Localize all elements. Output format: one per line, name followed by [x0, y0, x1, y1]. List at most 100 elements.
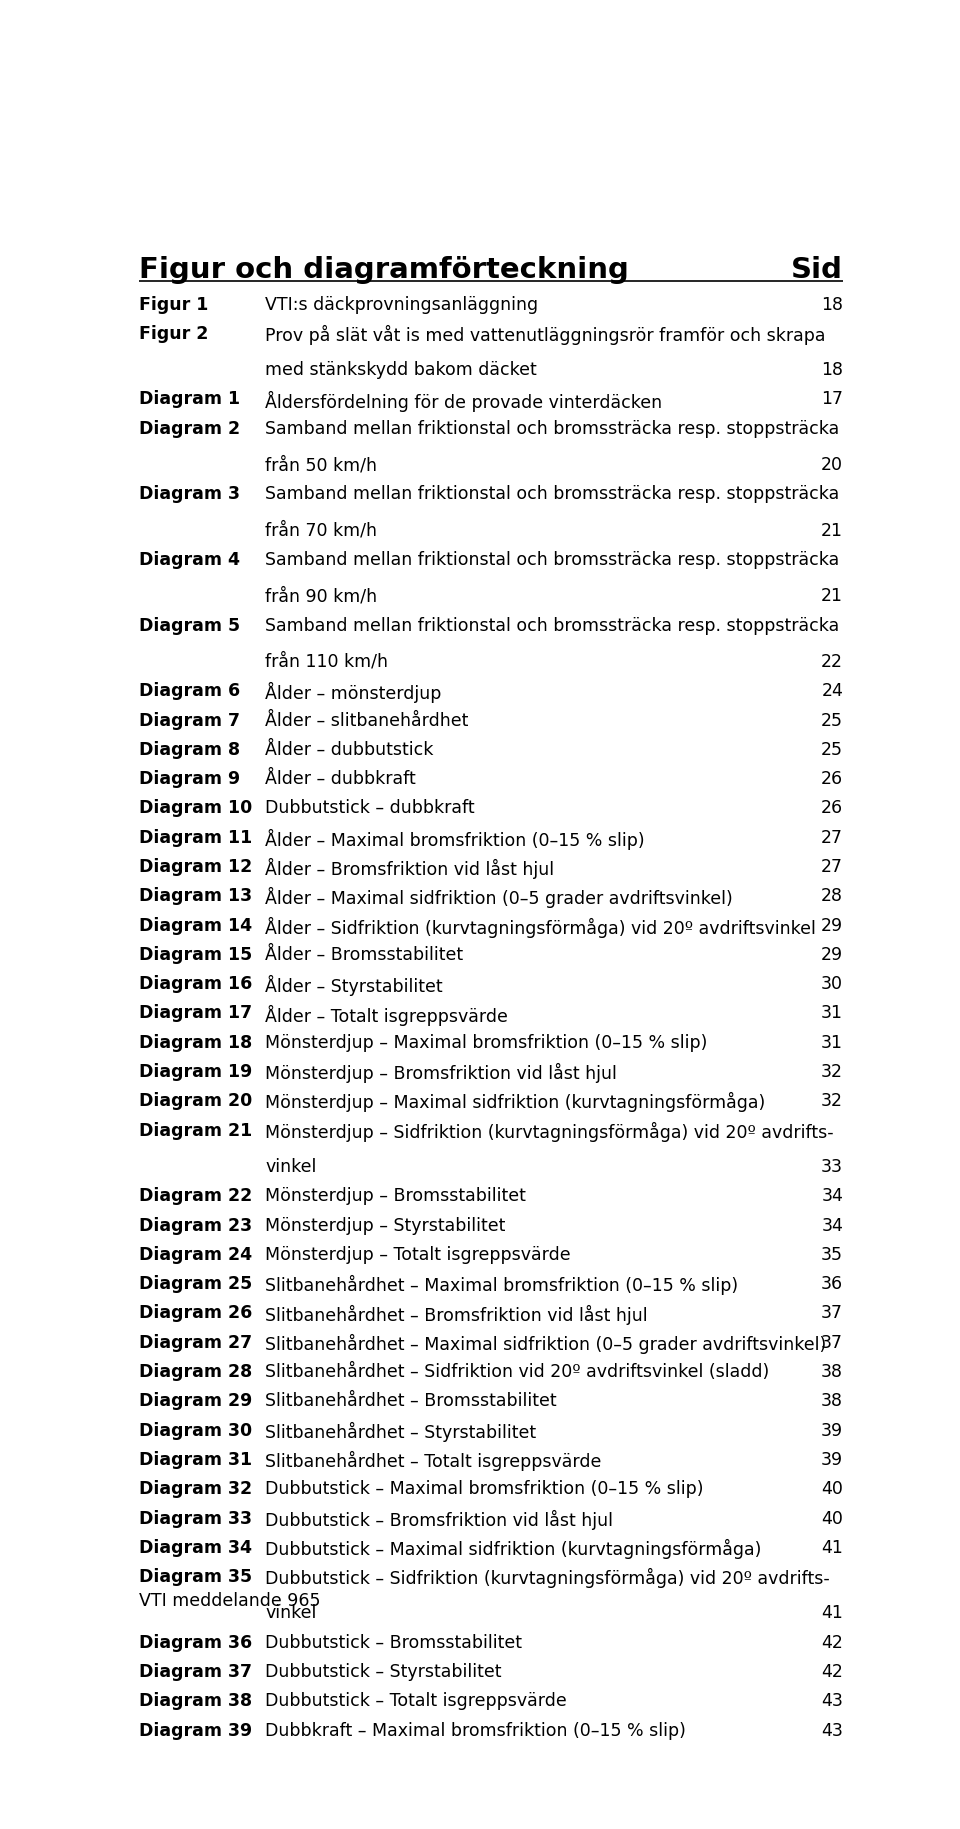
Text: Diagram 13: Diagram 13 — [138, 887, 252, 905]
Text: Diagram 12: Diagram 12 — [138, 858, 252, 876]
Text: Diagram 14: Diagram 14 — [138, 916, 252, 935]
Text: 33: 33 — [821, 1158, 843, 1176]
Text: Dubbutstick – Maximal sidfriktion (kurvtagningsförmåga): Dubbutstick – Maximal sidfriktion (kurvt… — [265, 1538, 761, 1558]
Text: 38: 38 — [821, 1363, 843, 1381]
Text: 39: 39 — [821, 1421, 843, 1439]
Text: 25: 25 — [821, 711, 843, 730]
Text: Ålder – Bromsfriktion vid låst hjul: Ålder – Bromsfriktion vid låst hjul — [265, 858, 554, 880]
Text: 34: 34 — [822, 1187, 843, 1205]
Text: Diagram 33: Diagram 33 — [138, 1509, 252, 1527]
Text: Mönsterdjup – Maximal sidfriktion (kurvtagningsförmåga): Mönsterdjup – Maximal sidfriktion (kurvt… — [265, 1092, 765, 1112]
Text: 29: 29 — [821, 946, 843, 964]
Text: Diagram 7: Diagram 7 — [138, 711, 240, 730]
Text: Ålder – Styrstabilitet: Ålder – Styrstabilitet — [265, 975, 443, 997]
Text: 38: 38 — [821, 1392, 843, 1410]
Text: Samband mellan friktionstal och bromssträcka resp. stoppsträcka: Samband mellan friktionstal och bromsstr… — [265, 551, 839, 569]
Text: med stänkskydd bakom däcket: med stänkskydd bakom däcket — [265, 360, 537, 379]
Text: 26: 26 — [821, 799, 843, 818]
Text: Diagram 10: Diagram 10 — [138, 799, 252, 818]
Text: Diagram 18: Diagram 18 — [138, 1033, 252, 1052]
Text: Diagram 31: Diagram 31 — [138, 1450, 252, 1469]
Text: Diagram 26: Diagram 26 — [138, 1304, 252, 1322]
Text: 18: 18 — [821, 360, 843, 379]
Text: Diagram 30: Diagram 30 — [138, 1421, 252, 1439]
Text: Slitbanehårdhet – Maximal bromsfriktion (0–15 % slip): Slitbanehårdhet – Maximal bromsfriktion … — [265, 1275, 738, 1295]
Text: Ålder – Maximal bromsfriktion (0–15 % slip): Ålder – Maximal bromsfriktion (0–15 % sl… — [265, 829, 645, 850]
Text: Diagram 3: Diagram 3 — [138, 485, 240, 503]
Text: Mönsterdjup – Totalt isgreppsvärde: Mönsterdjup – Totalt isgreppsvärde — [265, 1246, 570, 1264]
Text: Diagram 4: Diagram 4 — [138, 551, 240, 569]
Text: 26: 26 — [821, 770, 843, 788]
Text: Dubbutstick – Maximal bromsfriktion (0–15 % slip): Dubbutstick – Maximal bromsfriktion (0–1… — [265, 1480, 704, 1498]
Text: Mönsterdjup – Bromsfriktion vid låst hjul: Mönsterdjup – Bromsfriktion vid låst hju… — [265, 1063, 617, 1083]
Text: 27: 27 — [821, 829, 843, 847]
Text: Dubbutstick – Styrstabilitet: Dubbutstick – Styrstabilitet — [265, 1663, 501, 1681]
Text: Slitbanehårdhet – Styrstabilitet: Slitbanehårdhet – Styrstabilitet — [265, 1421, 537, 1441]
Text: Dubbutstick – Sidfriktion (kurvtagningsförmåga) vid 20º avdrifts-: Dubbutstick – Sidfriktion (kurvtagningsf… — [265, 1567, 829, 1588]
Text: Diagram 37: Diagram 37 — [138, 1663, 252, 1681]
Text: 37: 37 — [821, 1333, 843, 1352]
Text: Slitbanehårdhet – Maximal sidfriktion (0–5 grader avdriftsvinkel): Slitbanehårdhet – Maximal sidfriktion (0… — [265, 1333, 827, 1353]
Text: Diagram 5: Diagram 5 — [138, 616, 240, 635]
Text: 37: 37 — [821, 1304, 843, 1322]
Text: Diagram 16: Diagram 16 — [138, 975, 252, 993]
Text: 34: 34 — [822, 1216, 843, 1235]
Text: Diagram 8: Diagram 8 — [138, 741, 240, 759]
Text: Samband mellan friktionstal och bromssträcka resp. stoppsträcka: Samband mellan friktionstal och bromsstr… — [265, 419, 839, 437]
Text: Slitbanehårdhet – Sidfriktion vid 20º avdriftsvinkel (sladd): Slitbanehårdhet – Sidfriktion vid 20º av… — [265, 1363, 769, 1381]
Text: 24: 24 — [822, 682, 843, 701]
Text: från 110 km/h: från 110 km/h — [265, 653, 388, 671]
Text: Diagram 17: Diagram 17 — [138, 1004, 252, 1022]
Text: Diagram 6: Diagram 6 — [138, 682, 240, 701]
Text: Diagram 35: Diagram 35 — [138, 1567, 252, 1586]
Text: Diagram 27: Diagram 27 — [138, 1333, 252, 1352]
Text: 36: 36 — [821, 1275, 843, 1293]
Text: Dubbutstick – dubbkraft: Dubbutstick – dubbkraft — [265, 799, 474, 818]
Text: 40: 40 — [822, 1480, 843, 1498]
Text: Diagram 21: Diagram 21 — [138, 1121, 252, 1139]
Text: Figur 1: Figur 1 — [138, 296, 208, 313]
Text: Diagram 15: Diagram 15 — [138, 946, 252, 964]
Text: från 70 km/h: från 70 km/h — [265, 521, 377, 540]
Text: Figur 2: Figur 2 — [138, 326, 208, 342]
Text: Diagram 39: Diagram 39 — [138, 1721, 252, 1739]
Text: Dubbutstick – Bromsstabilitet: Dubbutstick – Bromsstabilitet — [265, 1633, 522, 1652]
Text: Mönsterdjup – Maximal bromsfriktion (0–15 % slip): Mönsterdjup – Maximal bromsfriktion (0–1… — [265, 1033, 708, 1052]
Text: Diagram 25: Diagram 25 — [138, 1275, 252, 1293]
Text: Mönsterdjup – Sidfriktion (kurvtagningsförmåga) vid 20º avdrifts-: Mönsterdjup – Sidfriktion (kurvtagningsf… — [265, 1121, 833, 1141]
Text: Diagram 29: Diagram 29 — [138, 1392, 252, 1410]
Text: 31: 31 — [821, 1033, 843, 1052]
Text: Ålder – Totalt isgreppsvärde: Ålder – Totalt isgreppsvärde — [265, 1004, 508, 1026]
Text: 21: 21 — [821, 587, 843, 605]
Text: vinkel: vinkel — [265, 1158, 317, 1176]
Text: 28: 28 — [821, 887, 843, 905]
Text: Ålder – Maximal sidfriktion (0–5 grader avdriftsvinkel): Ålder – Maximal sidfriktion (0–5 grader … — [265, 887, 732, 909]
Text: Ålder – Bromsstabilitet: Ålder – Bromsstabilitet — [265, 946, 464, 964]
Text: Diagram 20: Diagram 20 — [138, 1092, 252, 1110]
Text: Diagram 38: Diagram 38 — [138, 1692, 252, 1710]
Text: Ålder – dubbutstick: Ålder – dubbutstick — [265, 741, 434, 759]
Text: Diagram 2: Diagram 2 — [138, 419, 240, 437]
Text: Mönsterdjup – Styrstabilitet: Mönsterdjup – Styrstabilitet — [265, 1216, 506, 1235]
Text: VTI:s däckprovningsanläggning: VTI:s däckprovningsanläggning — [265, 296, 539, 313]
Text: 32: 32 — [821, 1092, 843, 1110]
Text: Diagram 24: Diagram 24 — [138, 1246, 252, 1264]
Text: Prov på slät våt is med vattenutläggningsrör framför och skrapa: Prov på slät våt is med vattenutläggning… — [265, 326, 826, 346]
Text: Ålder – dubbkraft: Ålder – dubbkraft — [265, 770, 416, 788]
Text: 30: 30 — [821, 975, 843, 993]
Text: 27: 27 — [821, 858, 843, 876]
Text: Samband mellan friktionstal och bromssträcka resp. stoppsträcka: Samband mellan friktionstal och bromsstr… — [265, 616, 839, 635]
Text: Dubbutstick – Totalt isgreppsvärde: Dubbutstick – Totalt isgreppsvärde — [265, 1692, 566, 1710]
Text: 35: 35 — [821, 1246, 843, 1264]
Text: 22: 22 — [821, 653, 843, 671]
Text: Ålder – slitbanehårdhet: Ålder – slitbanehårdhet — [265, 711, 468, 730]
Text: Slitbanehårdhet – Bromsstabilitet: Slitbanehårdhet – Bromsstabilitet — [265, 1392, 557, 1410]
Text: 42: 42 — [822, 1633, 843, 1652]
Text: Diagram 36: Diagram 36 — [138, 1633, 252, 1652]
Text: från 50 km/h: från 50 km/h — [265, 455, 377, 474]
Text: 32: 32 — [821, 1063, 843, 1081]
Text: Diagram 19: Diagram 19 — [138, 1063, 252, 1081]
Text: Samband mellan friktionstal och bromssträcka resp. stoppsträcka: Samband mellan friktionstal och bromsstr… — [265, 485, 839, 503]
Text: vinkel: vinkel — [265, 1604, 317, 1622]
Text: Dubbutstick – Bromsfriktion vid låst hjul: Dubbutstick – Bromsfriktion vid låst hju… — [265, 1509, 613, 1529]
